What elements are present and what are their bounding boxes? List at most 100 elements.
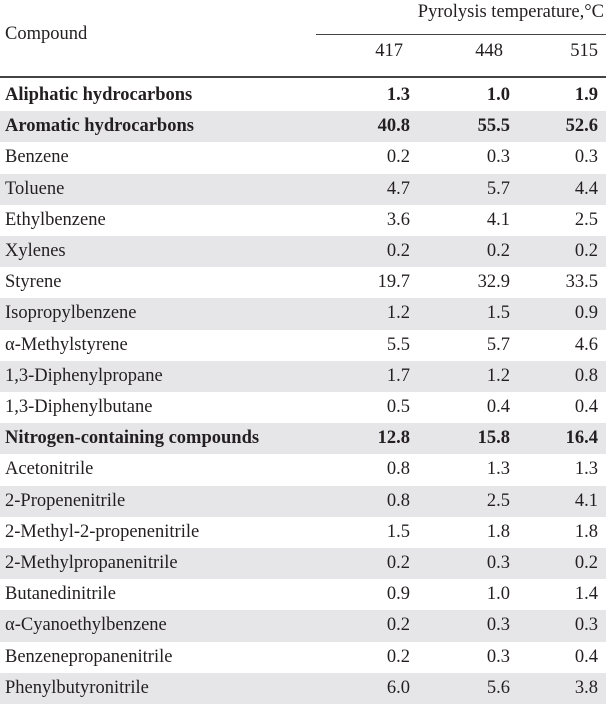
value-515: 4.4 <box>510 173 606 205</box>
value-448: 0.3 <box>486 147 510 168</box>
value-417: 1.5 <box>386 521 410 542</box>
compound-name: α-Methylstyrene <box>5 334 128 355</box>
column-header-417: 417 <box>375 41 403 61</box>
value-417: 1.7 <box>313 360 410 393</box>
value-515: 52.6 <box>510 111 606 143</box>
table-row: Acetonitrile 0.8 1.3 1.3 <box>0 454 606 485</box>
value-515: 0.2 <box>510 548 606 580</box>
value-417: 0.8 <box>386 459 410 480</box>
column-header-515: 515 <box>570 41 598 61</box>
value-515: 0.8 <box>510 360 606 393</box>
value-448: 4.1 <box>486 209 510 230</box>
value-448: 0.2 <box>410 236 510 268</box>
value-448: 0.4 <box>486 397 510 418</box>
header-rule <box>0 76 606 78</box>
value-417: 3.6 <box>386 209 410 230</box>
value-417: 12.8 <box>313 423 410 455</box>
value-417: 0.8 <box>313 485 410 517</box>
value-515: 1.8 <box>574 521 598 542</box>
value-448: 32.9 <box>477 272 510 293</box>
table-row: Isopropylbenzene 1.2 1.5 0.9 <box>0 298 606 330</box>
table-row: Ethylbenzene 3.6 4.1 2.5 <box>0 205 606 236</box>
value-515: 4.6 <box>574 334 598 355</box>
compound-name: 2-Methylpropanenitrile <box>0 548 313 580</box>
value-515: 4.1 <box>510 485 606 517</box>
compound-name: Benzene <box>5 147 69 168</box>
value-417: 0.2 <box>313 236 410 268</box>
value-448: 1.5 <box>410 298 510 330</box>
compound-name: Ethylbenzene <box>5 209 106 230</box>
value-448: 5.7 <box>410 173 510 205</box>
table-row: 2-Methyl-2-propenenitrile 1.5 1.8 1.8 <box>0 517 606 548</box>
value-448: 15.8 <box>410 423 510 455</box>
compound-name: Toluene <box>0 173 313 205</box>
value-515: 33.5 <box>565 272 598 293</box>
table-row: Phenylbutyronitrile 6.0 5.6 3.8 <box>0 672 606 705</box>
table-row: 2-Propenenitrile 0.8 2.5 4.1 <box>0 485 606 517</box>
value-448: 5.7 <box>486 334 510 355</box>
table-row: 1,3-Diphenylbutane 0.5 0.4 0.4 <box>0 392 606 423</box>
value-515: 0.4 <box>574 646 598 667</box>
value-515: 2.5 <box>574 209 598 230</box>
compound-name: Aromatic hydrocarbons <box>0 111 313 143</box>
value-417: 0.2 <box>313 610 410 642</box>
group-header-divider <box>316 34 606 35</box>
table-row: Toluene 4.7 5.7 4.4 <box>0 173 606 205</box>
value-417: 19.7 <box>377 272 410 293</box>
value-515: 3.8 <box>510 672 606 705</box>
table-row: Xylenes 0.2 0.2 0.2 <box>0 236 606 268</box>
value-417: 0.5 <box>386 397 410 418</box>
value-448: 1.0 <box>486 584 510 605</box>
table-row: Aromatic hydrocarbons 40.8 55.5 52.6 <box>0 111 606 143</box>
value-515: 0.2 <box>510 236 606 268</box>
value-417: 0.2 <box>313 548 410 580</box>
compound-name: 2-Propenenitrile <box>0 485 313 517</box>
compound-name: α-Cyanoethylbenzene <box>0 610 313 642</box>
value-417: 1.2 <box>313 298 410 330</box>
column-header-448: 448 <box>475 41 503 61</box>
value-515: 0.3 <box>510 610 606 642</box>
table-row: Benzenepropanenitrile 0.2 0.3 0.4 <box>0 642 606 673</box>
value-417: 6.0 <box>313 672 410 705</box>
compound-name: Acetonitrile <box>5 459 94 480</box>
value-448: 0.3 <box>410 548 510 580</box>
value-448: 2.5 <box>410 485 510 517</box>
value-417: 5.5 <box>386 334 410 355</box>
table-row: 2-Methylpropanenitrile 0.2 0.3 0.2 <box>0 548 606 580</box>
value-417: 1.3 <box>386 85 410 105</box>
table-header: Compound Pyrolysis temperature,°C 417 44… <box>0 0 606 80</box>
value-515: 16.4 <box>510 423 606 455</box>
table-row: 1,3-Diphenylpropane 1.7 1.2 0.8 <box>0 360 606 393</box>
compound-name: Xylenes <box>0 236 313 268</box>
value-515: 0.3 <box>574 147 598 168</box>
value-417: 0.2 <box>386 147 410 168</box>
compound-name: Aliphatic hydrocarbons <box>5 85 193 105</box>
compound-table: Aliphatic hydrocarbons 1.3 1.0 1.9 Aromatic … <box>0 80 606 705</box>
table-row: Nitrogen-containing compounds 12.8 15.8 16.… <box>0 423 606 455</box>
value-515: 1.4 <box>574 584 598 605</box>
value-417: 40.8 <box>313 111 410 143</box>
table-row: Butanedinitrile 0.9 1.0 1.4 <box>0 579 606 610</box>
value-515: 1.9 <box>574 85 598 105</box>
value-448: 5.6 <box>410 672 510 705</box>
value-417: 0.9 <box>386 584 410 605</box>
temperature-group-header: Pyrolysis temperature,°C <box>417 2 604 22</box>
value-448: 1.8 <box>486 521 510 542</box>
value-515: 1.3 <box>574 459 598 480</box>
table-row: α-Cyanoethylbenzene 0.2 0.3 0.3 <box>0 610 606 642</box>
value-448: 0.3 <box>486 646 510 667</box>
compound-name: 2-Methyl-2-propenenitrile <box>5 521 200 542</box>
compound-name: Styrene <box>5 272 62 293</box>
table-row: α-Methylstyrene 5.5 5.7 4.6 <box>0 330 606 361</box>
compound-name: Isopropylbenzene <box>0 298 313 330</box>
value-417: 0.2 <box>386 646 410 667</box>
value-448: 0.3 <box>410 610 510 642</box>
compound-column-header: Compound <box>5 24 88 44</box>
table-row: Aliphatic hydrocarbons 1.3 1.0 1.9 <box>0 80 606 111</box>
compound-name: 1,3-Diphenylbutane <box>5 397 153 418</box>
value-515: 0.9 <box>510 298 606 330</box>
value-448: 55.5 <box>410 111 510 143</box>
value-448: 1.2 <box>410 360 510 393</box>
table-row: Benzene 0.2 0.3 0.3 <box>0 142 606 173</box>
value-448: 1.0 <box>486 85 510 105</box>
